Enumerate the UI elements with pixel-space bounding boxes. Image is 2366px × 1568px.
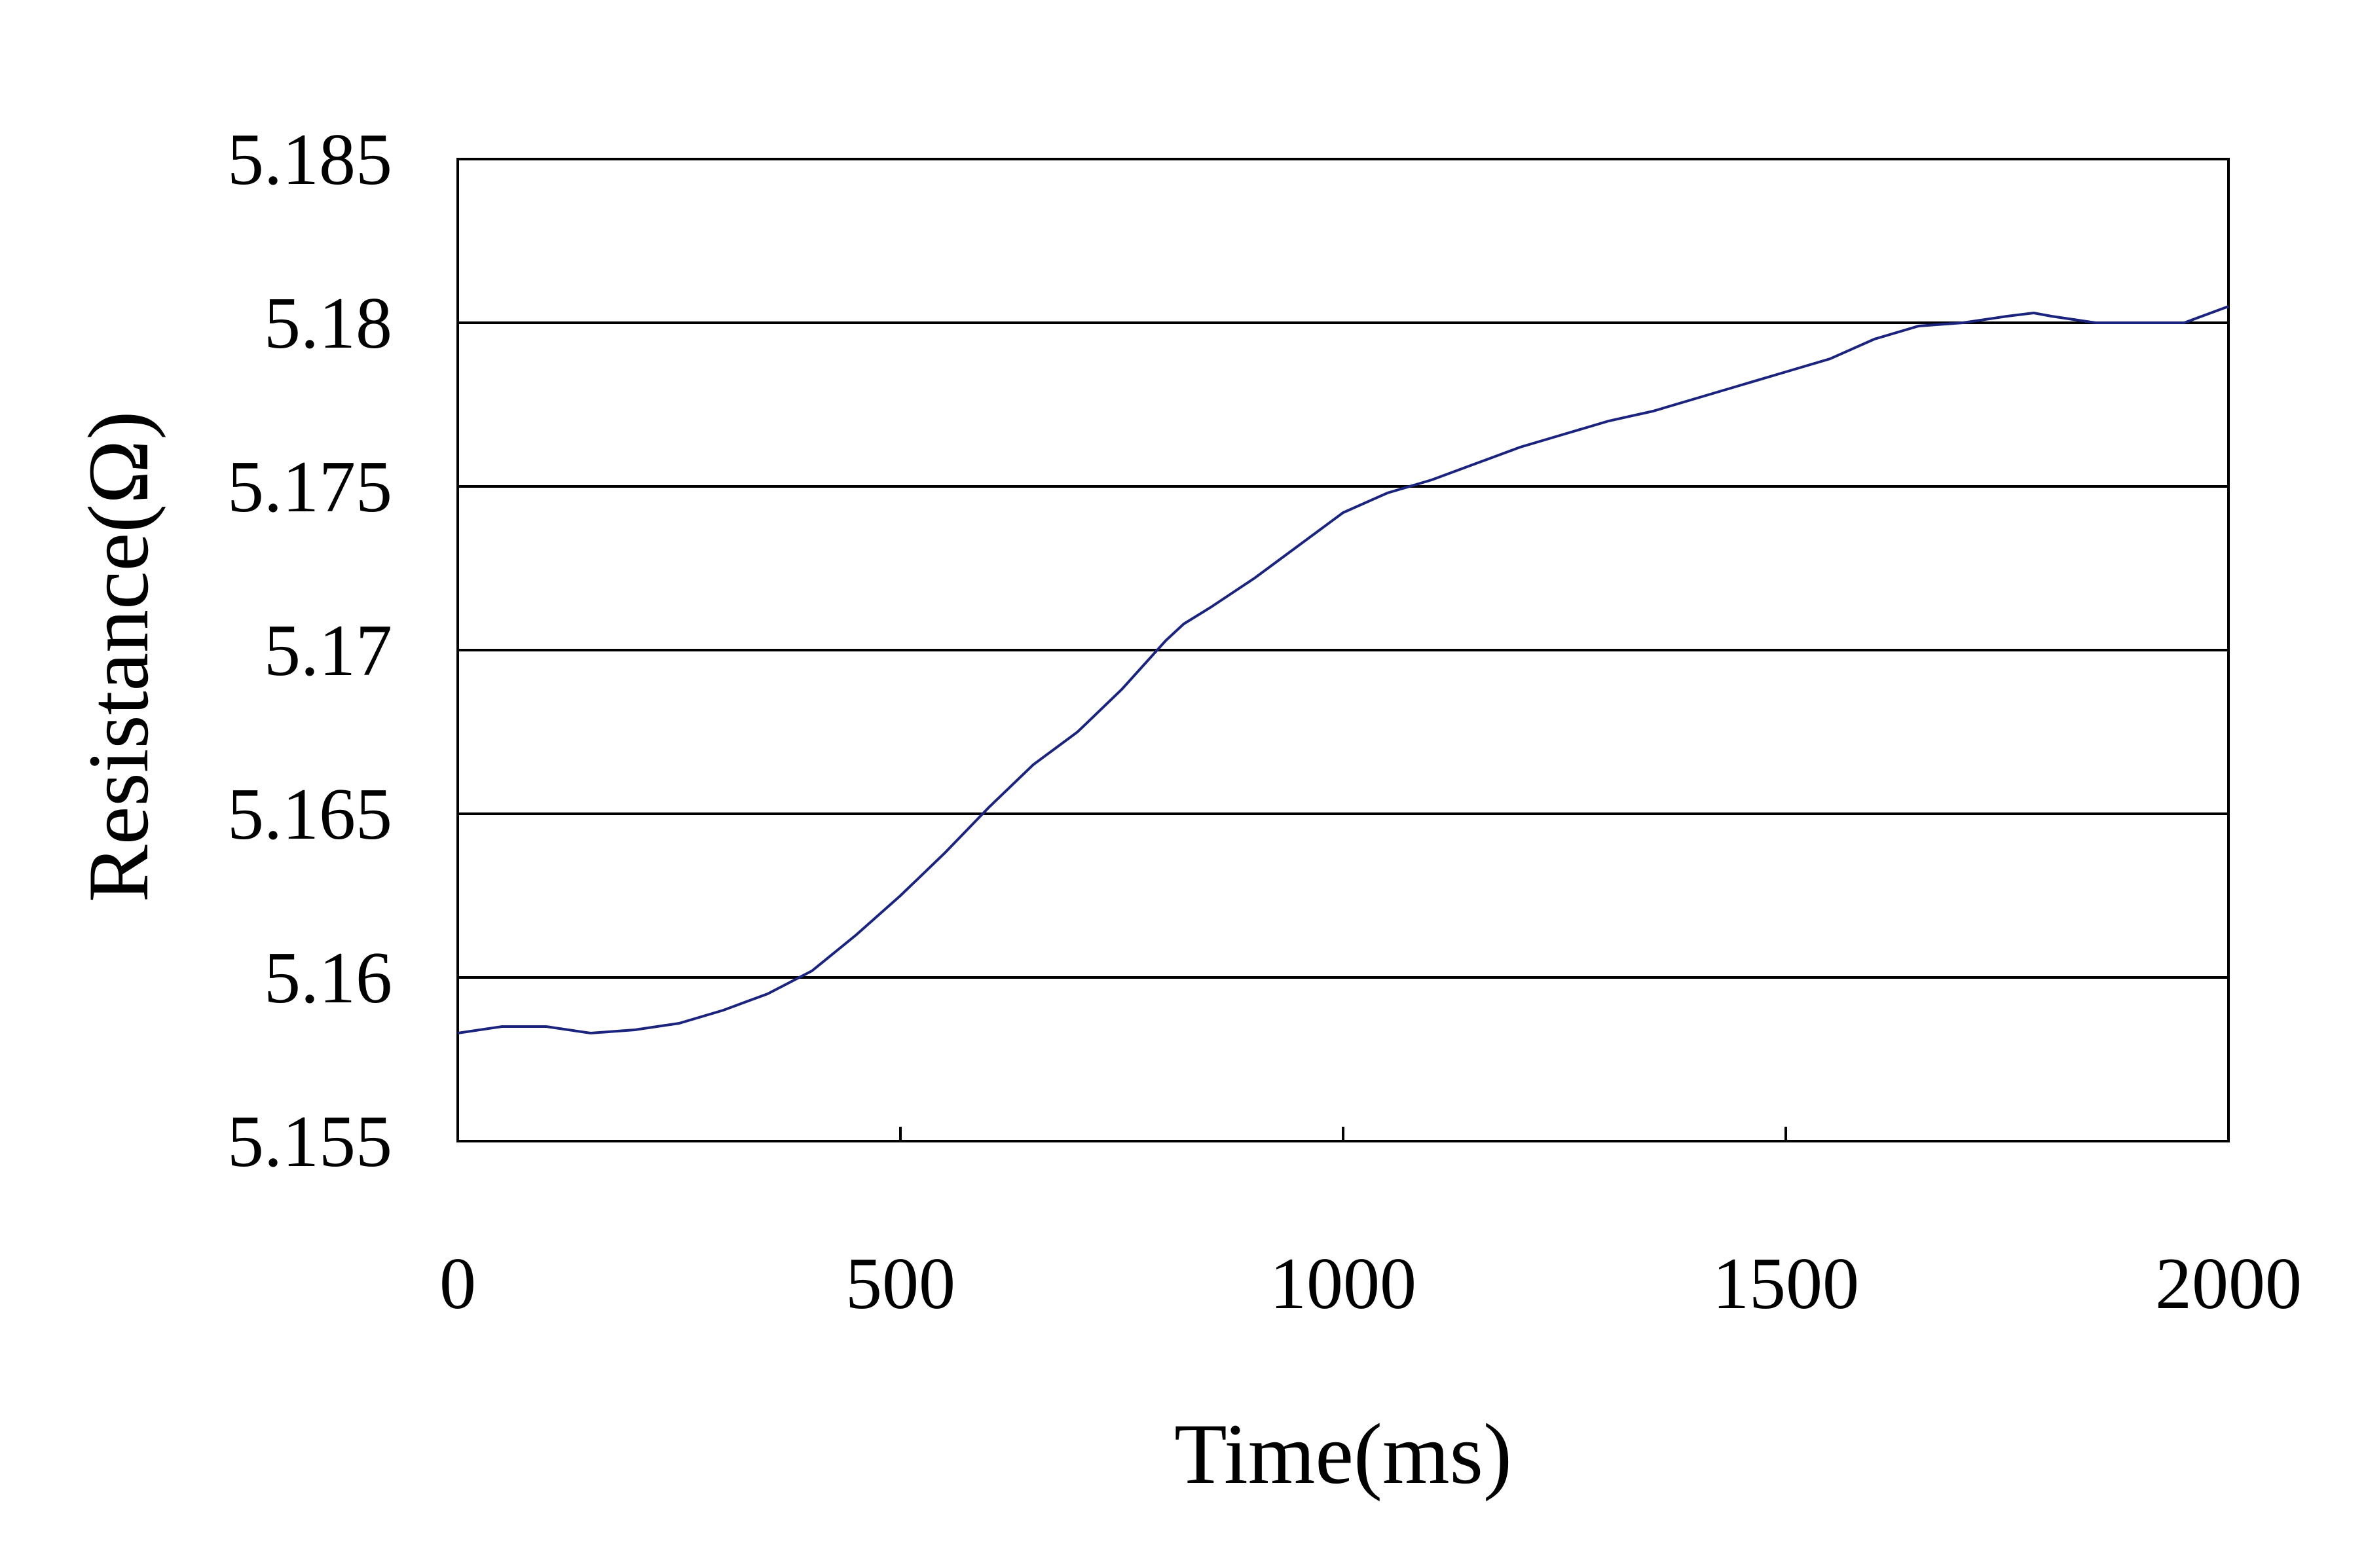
x-tick-label-2: 1000 xyxy=(1270,1243,1416,1324)
gridlines xyxy=(458,321,2228,979)
y-tick-label-6: 5.185 xyxy=(227,119,392,200)
x-tick-label-1: 500 xyxy=(845,1243,955,1324)
y-axis-title: Resistance(Ω) xyxy=(70,411,166,903)
x-tick-label-0: 0 xyxy=(439,1243,476,1324)
x-axis-title: Time(ms) xyxy=(1174,1406,1512,1502)
x-tick-label-3: 1500 xyxy=(1712,1243,1859,1324)
y-tick-label-3: 5.17 xyxy=(264,610,392,691)
y-tick-label-5: 5.18 xyxy=(264,283,392,364)
y-tick-label-1: 5.16 xyxy=(264,938,392,1019)
x-axis-ticks: 0 500 1000 1500 2000 xyxy=(439,1127,2302,1324)
x-tick-label-4: 2000 xyxy=(2155,1243,2302,1324)
y-tick-label-2: 5.165 xyxy=(227,774,392,855)
y-axis-ticks: 5.155 5.16 5.165 5.17 5.175 5.18 5.185 xyxy=(227,119,392,1182)
series-line xyxy=(457,305,2229,1035)
y-tick-label-0: 5.155 xyxy=(227,1101,392,1182)
y-tick-label-4: 5.175 xyxy=(227,447,392,528)
